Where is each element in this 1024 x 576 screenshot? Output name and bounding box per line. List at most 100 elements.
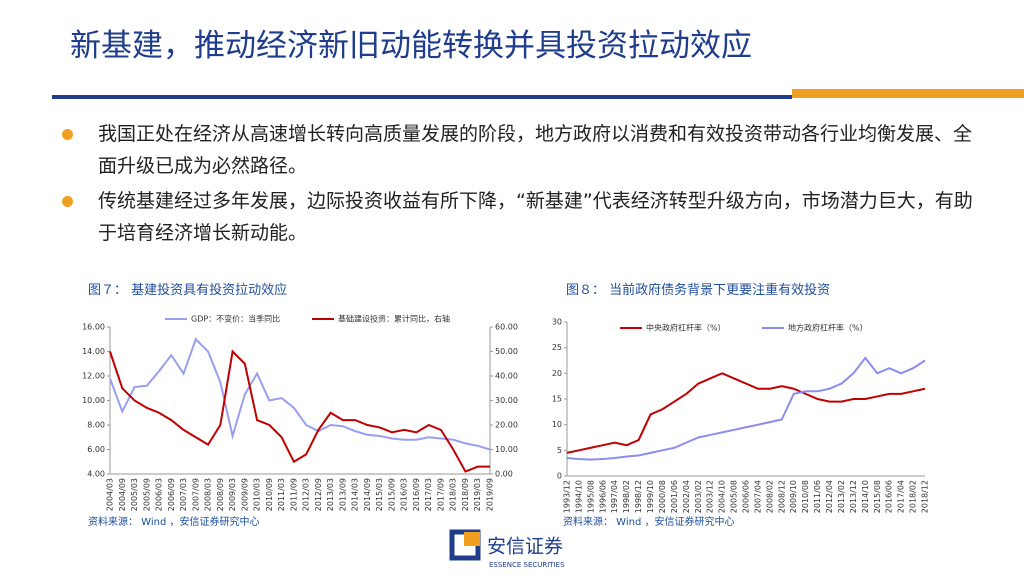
- logo: 安信证券 ESSENCE SECURITIES: [449, 529, 565, 569]
- x-tick-label: 2006/03: [155, 478, 164, 511]
- y-tick-label: 12.00: [82, 372, 105, 381]
- series-line: [566, 372, 926, 454]
- legend-label: 中央政府杠杆率（%）: [646, 323, 726, 333]
- x-tick-label: 2010/08: [801, 480, 810, 513]
- x-tick-label: 2014/10: [861, 480, 870, 513]
- series-line: [109, 337, 491, 451]
- x-tick-label: 2008/02: [765, 480, 774, 513]
- x-tick-label: 2018/09: [461, 478, 470, 511]
- legend-label: GDP：不变价：当季同比: [191, 314, 280, 324]
- series-line: [566, 356, 926, 461]
- x-tick-label: 2019/09: [486, 478, 495, 511]
- y-tick-label: 4.00: [87, 470, 105, 479]
- y-tick-label: 5: [557, 446, 562, 455]
- x-tick-label: 2018/12: [921, 480, 930, 513]
- x-tick-label: 2009/09: [240, 478, 249, 511]
- x-tick-label: 2008/03: [204, 478, 213, 511]
- y2-tick-label: 60.00: [495, 323, 518, 332]
- logo-accent: [464, 532, 480, 546]
- x-tick-label: 2002/04: [682, 480, 691, 513]
- x-tick-label: 2013/09: [338, 478, 347, 511]
- x-tick-label: 2013/03: [326, 478, 335, 511]
- x-tick-label: 2013/12: [849, 480, 858, 513]
- y-tick-label: 14.00: [82, 347, 105, 356]
- x-tick-label: 2011/03: [277, 478, 286, 511]
- x-tick-label: 2009/03: [228, 478, 237, 511]
- x-tick-label: 2005/03: [130, 478, 139, 511]
- y2-tick-label: 50.00: [495, 347, 518, 356]
- x-tick-label: 2003/12: [706, 480, 715, 513]
- chart-source: 资料来源： Wind ，安信证券研究中心: [88, 517, 260, 528]
- x-tick-label: 2016/09: [412, 478, 421, 511]
- bullet-dot: [62, 196, 73, 207]
- x-tick-label: 2012/04: [825, 480, 834, 513]
- x-tick-label: 1993/12: [563, 480, 572, 513]
- x-tick-label: 2013/02: [837, 480, 846, 513]
- x-tick-label: 2011/09: [289, 478, 298, 511]
- x-tick-label: 2015/03: [375, 478, 384, 511]
- y2-tick-label: 20.00: [495, 421, 518, 430]
- chart-source: 资料来源： Wind ，安信证券研究中心: [563, 517, 735, 528]
- x-tick-label: 2012/09: [314, 478, 323, 511]
- x-tick-label: 1995/08: [586, 480, 595, 513]
- x-tick-label: 2005/09: [142, 478, 151, 511]
- x-tick-label: 2018/03: [449, 478, 458, 511]
- x-tick-label: 1998/02: [622, 480, 631, 513]
- x-tick-label: 2008/09: [216, 478, 225, 511]
- x-tick-label: 1996/06: [598, 480, 607, 513]
- y2-tick-label: 30.00: [495, 396, 518, 405]
- x-tick-label: 1999/10: [646, 480, 655, 513]
- x-tick-label: 2003/02: [694, 480, 703, 513]
- x-tick-label: 2011/06: [813, 480, 822, 513]
- x-tick-label: 2007/04: [753, 480, 762, 513]
- x-tick-label: 2008/12: [777, 480, 786, 513]
- y2-tick-label: 10.00: [495, 445, 518, 454]
- bullet-text: 传统基建经过多年发展，边际投资收益有所下降，“新基建”代表经济转型升级方向，市场…: [98, 190, 973, 244]
- brand: 安信证券: [487, 536, 563, 558]
- x-tick-label: 2004/03: [106, 478, 115, 511]
- y-tick-label: 0: [557, 472, 562, 481]
- x-tick-label: 1997/04: [610, 480, 619, 513]
- x-tick-label: 2016/06: [885, 480, 894, 513]
- y-tick-label: 10: [552, 420, 562, 429]
- y-tick-label: 8.00: [87, 421, 105, 430]
- series-line: [109, 349, 490, 473]
- chart-title: 图７： 基建投资具有投资拉动效应: [88, 283, 288, 298]
- x-tick-label: 2009/10: [789, 480, 798, 513]
- brand-en: ESSENCE SECURITIES: [489, 561, 565, 569]
- legend-label: 基础建设投资：累计同比，右轴: [338, 314, 450, 324]
- x-tick-label: 2014/03: [351, 478, 360, 511]
- title-rule: [52, 95, 792, 99]
- title-accent: [792, 89, 1024, 98]
- y-tick-label: 16.00: [82, 323, 105, 332]
- x-tick-label: 2016/03: [400, 478, 409, 511]
- x-tick-label: 1994/10: [574, 480, 583, 513]
- x-tick-label: 2017/03: [424, 478, 433, 511]
- x-tick-label: 2014/09: [363, 478, 372, 511]
- x-tick-label: 2000/08: [658, 480, 667, 513]
- chart-title: 图８： 当前政府债务背景下更要注重有效投资: [566, 283, 831, 298]
- x-tick-label: 2010/09: [265, 478, 274, 511]
- y-tick-label: 30: [552, 318, 562, 327]
- x-tick-label: 2017/04: [897, 480, 906, 513]
- x-tick-label: 2018/02: [909, 480, 918, 513]
- x-tick-label: 2015/08: [873, 480, 882, 513]
- y-tick-label: 15: [552, 395, 562, 404]
- x-tick-label: 2007/09: [191, 478, 200, 511]
- y-tick-label: 6.00: [87, 445, 105, 454]
- y-tick-label: 10.00: [82, 396, 105, 405]
- x-tick-label: 2004/10: [718, 480, 727, 513]
- y-tick-label: 25: [552, 343, 562, 352]
- y-tick-label: 20: [552, 369, 562, 378]
- x-tick-label: 2005/08: [730, 480, 739, 513]
- bullet-text: 我国正处在经济从高速增长转向高质量发展的阶段，地方政府以消费和有效投资带动各行业…: [98, 123, 973, 177]
- x-tick-label: 2010/03: [253, 478, 262, 511]
- x-tick-label: 2015/09: [387, 478, 396, 511]
- x-tick-label: 2012/03: [302, 478, 311, 511]
- x-tick-label: 2001/06: [670, 480, 679, 513]
- x-tick-label: 2006/09: [167, 478, 176, 511]
- x-tick-label: 1998/12: [634, 480, 643, 513]
- y2-tick-label: 40.00: [495, 372, 518, 381]
